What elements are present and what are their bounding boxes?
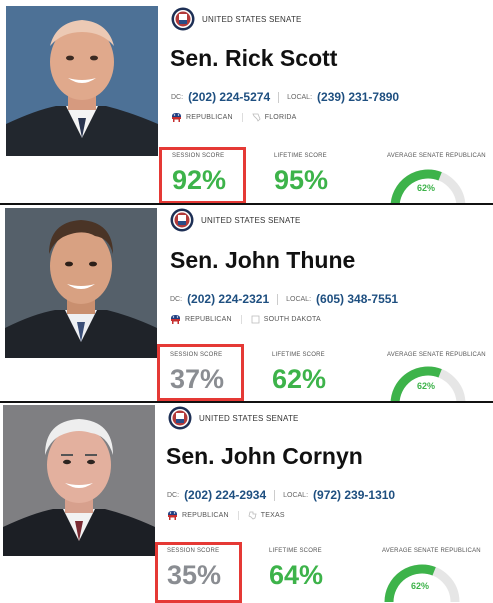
senator-photo [6,6,158,156]
party-state-row: REPUBLICAN FLORIDA [171,112,296,123]
card-divider [0,401,493,403]
senate-org-name: UNITED STATES SENATE [202,14,302,24]
lifetime-score-label: LIFETIME SCORE [269,548,322,554]
party-label: REPUBLICAN [185,316,232,323]
gauge-chart [390,169,466,207]
dc-phone-label: DC: [170,295,183,303]
average-score-block: AVERAGE SENATE REPUBLICAN [382,548,481,554]
senator-photo [3,405,155,556]
senate-seal-icon [168,406,192,430]
state-label: TEXAS [260,512,285,519]
meta-divider [241,113,243,122]
state-label: SOUTH DAKOTA [263,316,321,323]
senator-card-john-cornyn: UNITED STATES SENATE Sen. John Cornyn DC… [0,403,493,603]
local-phone-link[interactable]: (605) 348-7551 [316,292,399,306]
state-label: FLORIDA [264,114,297,121]
republican-elephant-icon [171,315,180,324]
session-score-block: SESSION SCORE 35% [167,548,221,589]
average-score-value: 62% [411,581,430,591]
dc-phone-label: DC: [167,491,180,499]
phone-divider [277,293,279,305]
senator-card-rick-scott: UNITED STATES SENATE Sen. Rick Scott DC:… [0,0,493,207]
local-phone-link[interactable]: (972) 239-1310 [313,488,396,502]
session-score-highlight-box [157,344,244,401]
lifetime-score-value: 64% [269,560,324,590]
senate-org-name: UNITED STATES SENATE [199,413,299,423]
party-state-row: REPUBLICAN SOUTH DAKOTA [170,314,321,325]
portrait-image [6,6,158,156]
average-score-value: 62% [417,381,436,391]
senate-seal-icon [170,208,194,232]
session-score-label: SESSION SCORE [170,352,223,358]
average-score-block: AVERAGE SENATE REPUBLICAN [387,153,486,159]
party-label: REPUBLICAN [182,512,229,519]
senator-photo [5,208,157,358]
republican-elephant-icon [168,511,177,520]
average-score-gauge: 62% [388,360,468,404]
session-score-label: SESSION SCORE [172,153,225,159]
local-phone-label: LOCAL: [283,491,309,499]
senate-org-name: UNITED STATES SENATE [201,215,301,225]
party-label: REPUBLICAN [186,114,233,121]
senator-name: Sen. Rick Scott [170,45,338,71]
contact-phones: DC: (202) 224-5274 LOCAL: (239) 231-7890 [171,90,399,104]
state-outline-icon [251,315,260,324]
session-score-value: 37% [170,364,225,394]
average-score-value: 62% [417,183,436,193]
party-state-row: REPUBLICAN TEXAS [167,510,285,521]
senate-org-header: UNITED STATES SENATE [171,7,302,31]
contact-phones: DC: (202) 224-2934 LOCAL: (972) 239-1310 [167,488,395,502]
gauge-fill [390,169,442,207]
session-score-value: 92% [172,165,227,195]
contact-phones: DC: (202) 224-2321 LOCAL: (605) 348-7551 [170,292,398,306]
senator-name: Sen. John Thune [170,247,356,273]
average-score-label: AVERAGE SENATE REPUBLICAN [382,548,481,554]
dc-phone-label: DC: [171,93,184,101]
lifetime-score-label: LIFETIME SCORE [272,352,325,358]
local-phone-label: LOCAL: [286,295,312,303]
meta-divider [237,511,239,520]
state-outline-icon [248,511,257,520]
portrait-image [5,208,157,358]
lifetime-score-block: LIFETIME SCORE 62% [272,352,326,393]
session-score-block: SESSION SCORE 37% [170,352,224,393]
lifetime-score-value: 62% [272,364,327,394]
dc-phone-link[interactable]: (202) 224-5274 [188,90,271,104]
phone-divider [278,91,280,103]
senator-name: Sen. John Cornyn [166,443,363,469]
card-divider [0,203,493,205]
lifetime-score-value: 95% [274,165,329,195]
average-score-label: AVERAGE SENATE REPUBLICAN [387,153,486,159]
meta-divider [240,315,242,324]
session-score-block: SESSION SCORE 92% [172,153,226,194]
gauge-fill [384,564,436,602]
senate-org-header: UNITED STATES SENATE [168,406,299,430]
senator-card-john-thune: UNITED STATES SENATE Sen. John Thune DC:… [0,205,493,404]
session-score-label: SESSION SCORE [167,548,220,554]
portrait-image [3,405,155,556]
gauge-chart [384,564,460,602]
local-phone-link[interactable]: (239) 231-7890 [317,90,400,104]
gauge-fill [390,366,442,404]
lifetime-score-label: LIFETIME SCORE [274,153,327,159]
lifetime-score-block: LIFETIME SCORE 95% [274,153,328,194]
dc-phone-link[interactable]: (202) 224-2934 [184,488,267,502]
average-score-label: AVERAGE SENATE REPUBLICAN [387,352,486,358]
senate-seal-icon [171,7,195,31]
state-outline-icon [252,113,261,122]
dc-phone-link[interactable]: (202) 224-2321 [187,292,270,306]
session-score-value: 35% [167,560,222,590]
senate-org-header: UNITED STATES SENATE [170,208,301,232]
republican-elephant-icon [172,113,181,122]
session-score-highlight-box [155,542,242,603]
phone-divider [274,489,276,501]
average-score-block: AVERAGE SENATE REPUBLICAN [387,352,486,358]
average-score-gauge: 62% [382,558,462,602]
local-phone-label: LOCAL: [287,93,313,101]
gauge-chart [390,366,466,404]
lifetime-score-block: LIFETIME SCORE 64% [269,548,323,589]
session-score-highlight-box [159,147,246,204]
average-score-gauge: 62% [388,163,468,207]
